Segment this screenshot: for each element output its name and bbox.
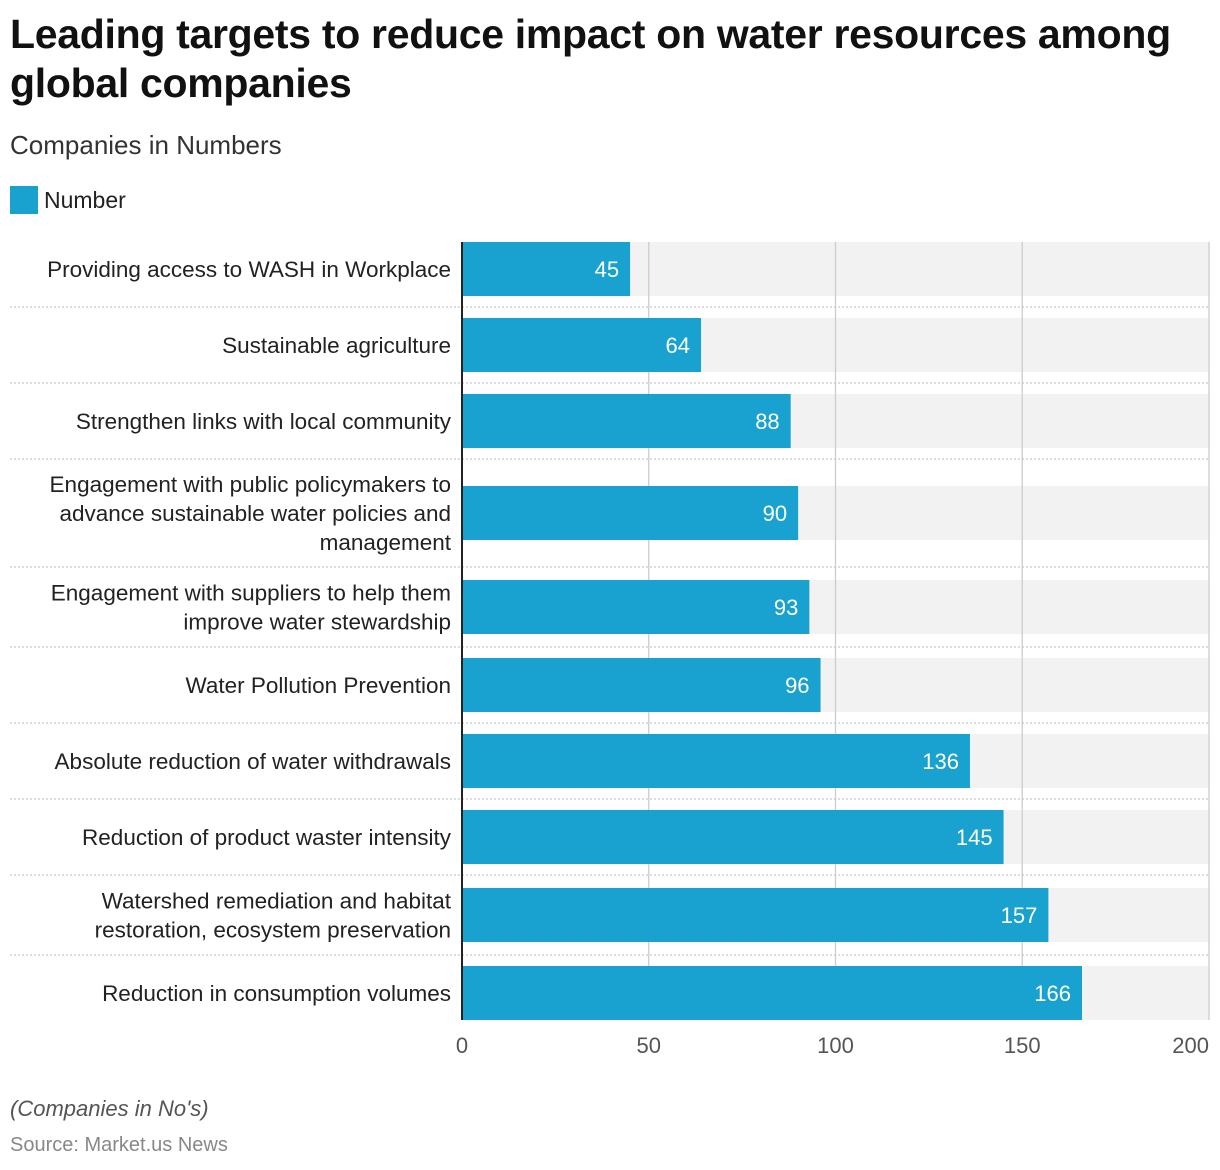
bar — [462, 734, 970, 788]
category-label: improve water stewardship — [183, 610, 451, 635]
data-label: 45 — [595, 257, 619, 282]
category-label: Engagement with public policymakers to — [50, 472, 451, 497]
x-tick-label: 200 — [1172, 1033, 1209, 1058]
bar — [462, 966, 1083, 1020]
category-label: management — [320, 530, 452, 555]
category-label: Sustainable agriculture — [222, 333, 451, 358]
bar — [462, 580, 810, 634]
x-tick-label: 50 — [637, 1033, 661, 1058]
x-tick-label: 150 — [1004, 1033, 1041, 1058]
category-label: Water Pollution Prevention — [185, 673, 451, 698]
bar — [462, 810, 1004, 864]
category-label: Strengthen links with local community — [76, 409, 452, 434]
category-label: Absolute reduction of water withdrawals — [55, 749, 451, 774]
category-label: Watershed remediation and habitat — [102, 889, 452, 914]
bar — [462, 658, 821, 712]
category-label: advance sustainable water policies and — [60, 501, 452, 526]
bar — [462, 888, 1049, 942]
data-label: 64 — [666, 333, 690, 358]
x-tick-label: 100 — [817, 1033, 854, 1058]
category-label: Engagement with suppliers to help them — [51, 581, 451, 606]
footnote: (Companies in No's) — [10, 1096, 209, 1121]
legend-swatch — [10, 186, 38, 214]
bar — [462, 242, 631, 296]
bar — [462, 486, 799, 540]
data-label: 166 — [1034, 981, 1071, 1006]
category-label: restoration, ecosystem preservation — [95, 918, 451, 943]
source: Source: Market.us News — [10, 1134, 228, 1156]
data-label: 145 — [956, 825, 993, 850]
data-label: 157 — [1001, 903, 1038, 928]
category-label: Reduction of product waster intensity — [82, 825, 452, 850]
category-label: Providing access to WASH in Workplace — [47, 257, 451, 282]
legend-label: Number — [44, 186, 126, 213]
bar — [462, 394, 791, 448]
legend: Number — [10, 186, 126, 214]
bar — [462, 318, 702, 372]
data-label: 88 — [755, 409, 779, 434]
data-label: 136 — [922, 749, 959, 774]
x-tick-label: 0 — [456, 1033, 468, 1058]
category-label: Reduction in consumption volumes — [102, 981, 451, 1006]
data-label: 96 — [785, 673, 809, 698]
data-label: 90 — [763, 501, 787, 526]
data-label: 93 — [774, 595, 798, 620]
chart-subtitle: Companies in Numbers — [10, 130, 282, 160]
chart-title: Leading targets to reduce impact on wate… — [10, 11, 1171, 106]
